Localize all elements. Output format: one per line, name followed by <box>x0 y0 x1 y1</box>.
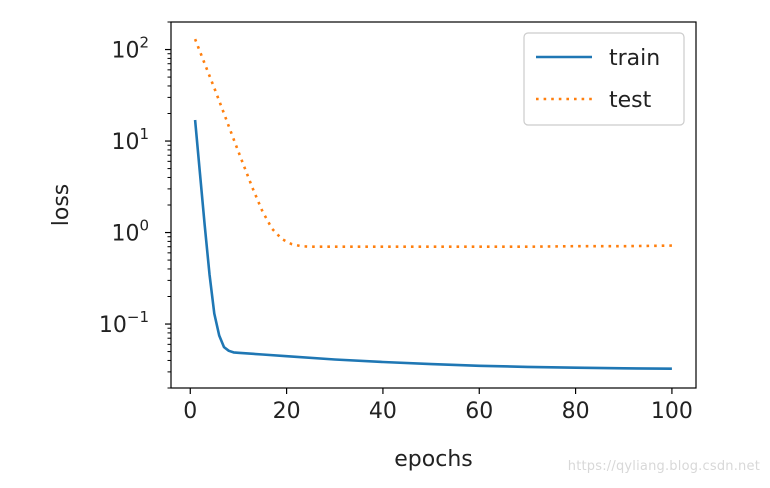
x-tick-label: 80 <box>562 399 590 424</box>
legend-label-train: train <box>609 46 660 71</box>
x-axis: 0 20 40 60 80 100 <box>183 388 693 424</box>
legend: train test <box>523 32 685 126</box>
x-tick-label: 60 <box>465 399 493 424</box>
watermark-text: https://qyliang.blog.csdn.net <box>567 459 760 474</box>
y-tick-label: 101 <box>111 125 149 155</box>
x-tick-label: 100 <box>651 399 693 424</box>
x-axis-label: epochs <box>394 447 472 472</box>
x-tick-label: 0 <box>183 399 197 424</box>
series-line-train <box>193 119 672 370</box>
y-axis: 10−1 100 101 102 <box>99 21 171 389</box>
legend-label-test: test <box>609 88 652 113</box>
y-tick-label: 100 <box>111 217 149 247</box>
y-tick-label: 102 <box>111 34 149 64</box>
y-axis-label: loss <box>49 184 74 227</box>
x-tick-label: 40 <box>369 399 397 424</box>
series-line-test <box>193 38 672 248</box>
y-tick-label: 10−1 <box>99 308 149 338</box>
x-tick-label: 20 <box>273 399 301 424</box>
